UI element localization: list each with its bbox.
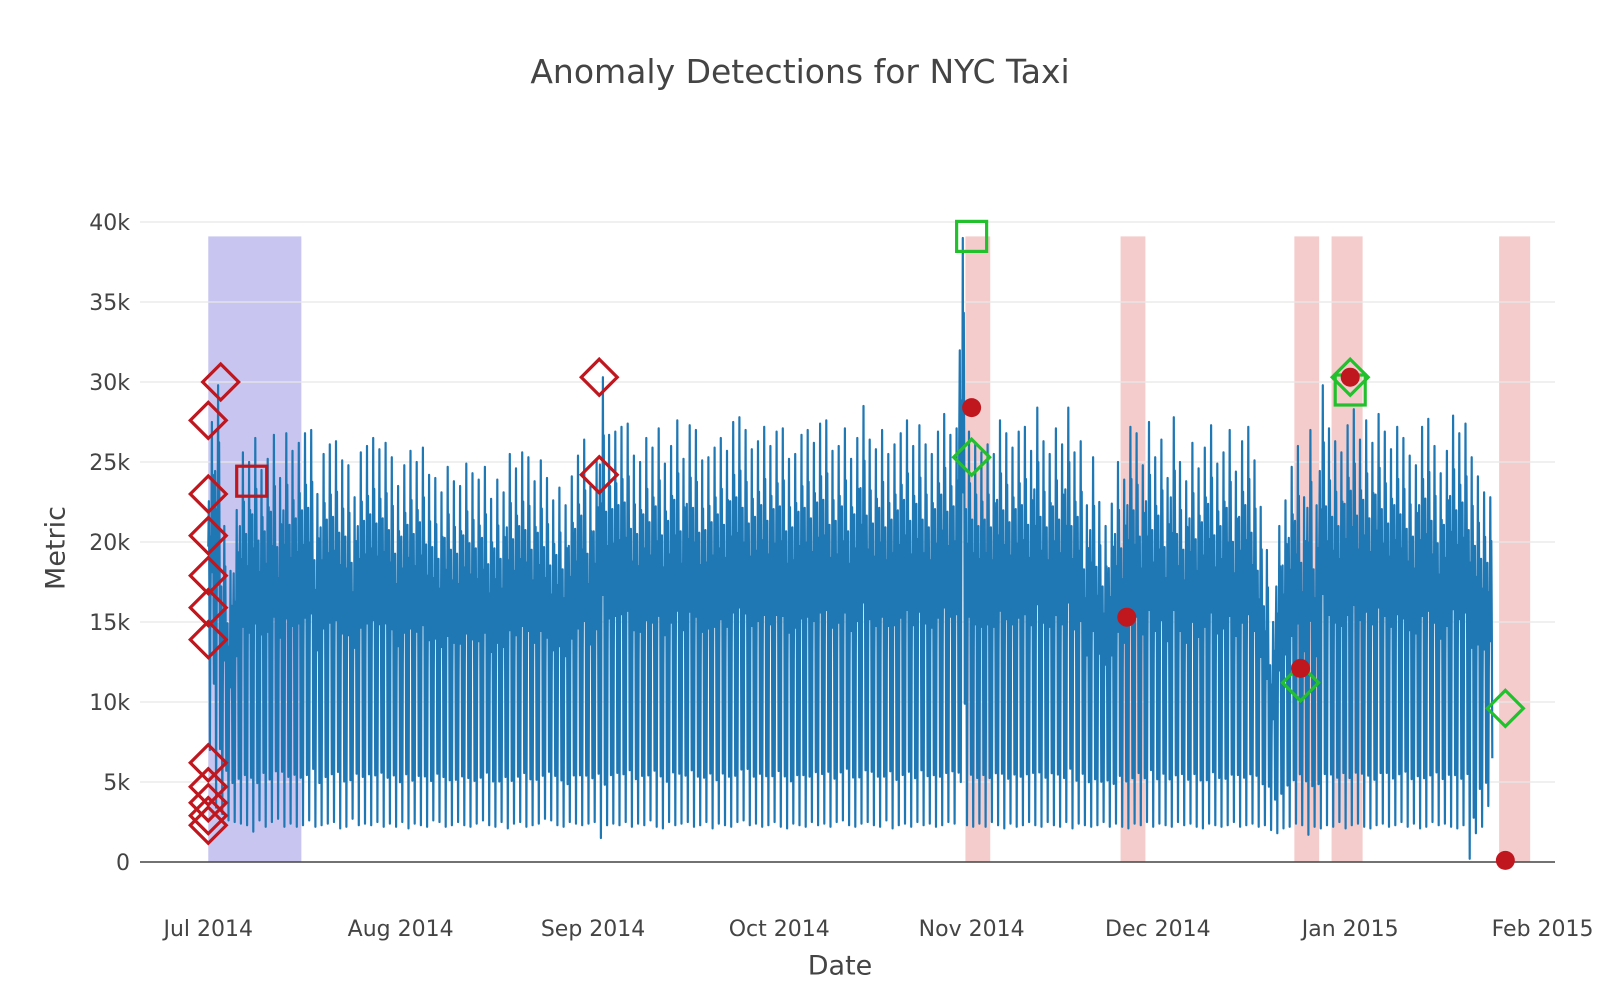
y-tick-label: 25k bbox=[89, 451, 130, 476]
x-tick-label: Feb 2015 bbox=[1492, 917, 1594, 942]
red-diamond-marker bbox=[188, 782, 229, 824]
chart-title: Anomaly Detections for NYC Taxi bbox=[530, 52, 1070, 91]
red-diamond-marker bbox=[188, 555, 229, 596]
y-tick-label: 20k bbox=[89, 531, 130, 556]
red-square-marker bbox=[235, 464, 269, 498]
green-diamond-marker bbox=[1280, 662, 1321, 704]
x-tick-label: Dec 2014 bbox=[1105, 917, 1211, 942]
y-axis-ticks: 0 5k 10k 15k 20k 25k 30k 35k 40k bbox=[89, 211, 130, 876]
x-tick-label: Sep 2014 bbox=[541, 917, 645, 942]
x-tick-label: Jul 2014 bbox=[162, 917, 254, 942]
red-diamond-marker bbox=[578, 356, 620, 398]
anomaly-markers bbox=[188, 219, 1526, 870]
red-diamond-marker bbox=[188, 742, 229, 784]
x-axis-title: Date bbox=[807, 950, 873, 982]
y-tick-label: 40k bbox=[89, 211, 130, 236]
red-diamond-marker bbox=[188, 804, 229, 846]
y-tick-label: 10k bbox=[89, 691, 130, 716]
green-diamond-marker bbox=[1485, 688, 1526, 729]
x-tick-label: Aug 2014 bbox=[348, 917, 454, 942]
y-tick-label: 5k bbox=[103, 771, 130, 796]
x-tick-label: Oct 2014 bbox=[729, 917, 830, 942]
series-line bbox=[207, 236, 1494, 860]
series-line-0 bbox=[207, 236, 1494, 860]
x-tick-label: Nov 2014 bbox=[919, 917, 1025, 942]
y-tick-label: 35k bbox=[89, 291, 130, 316]
y-tick-label: 15k bbox=[89, 611, 130, 636]
green-diamond-marker bbox=[951, 436, 992, 478]
red-diamond-marker bbox=[188, 515, 229, 556]
red-dot-marker bbox=[1340, 367, 1360, 387]
y-tick-label: 0 bbox=[116, 851, 130, 876]
red-diamond-marker bbox=[188, 766, 229, 808]
red-dot-marker bbox=[1291, 658, 1311, 678]
red-dot-marker bbox=[1495, 850, 1515, 870]
red-diamond-marker bbox=[188, 587, 229, 628]
red-diamond-marker bbox=[188, 619, 229, 660]
green-square-marker bbox=[955, 219, 989, 253]
red-diamond-marker bbox=[188, 795, 229, 836]
red-diamond-marker bbox=[188, 473, 229, 515]
x-axis-ticks: Jul 2014 Aug 2014 Sep 2014 Oct 2014 Nov 2014… bbox=[162, 917, 1594, 942]
red-diamond-marker bbox=[578, 454, 620, 496]
y-tick-label: 30k bbox=[89, 371, 130, 396]
highlight-region-5 bbox=[1499, 236, 1531, 862]
red-dot-marker bbox=[1117, 607, 1137, 627]
x-tick-label: Jan 2015 bbox=[1300, 917, 1399, 942]
green-diamond-marker bbox=[1329, 356, 1371, 398]
red-diamond-marker bbox=[188, 400, 229, 441]
red-dot-marker bbox=[962, 398, 982, 418]
red-diamond-marker bbox=[200, 361, 241, 403]
